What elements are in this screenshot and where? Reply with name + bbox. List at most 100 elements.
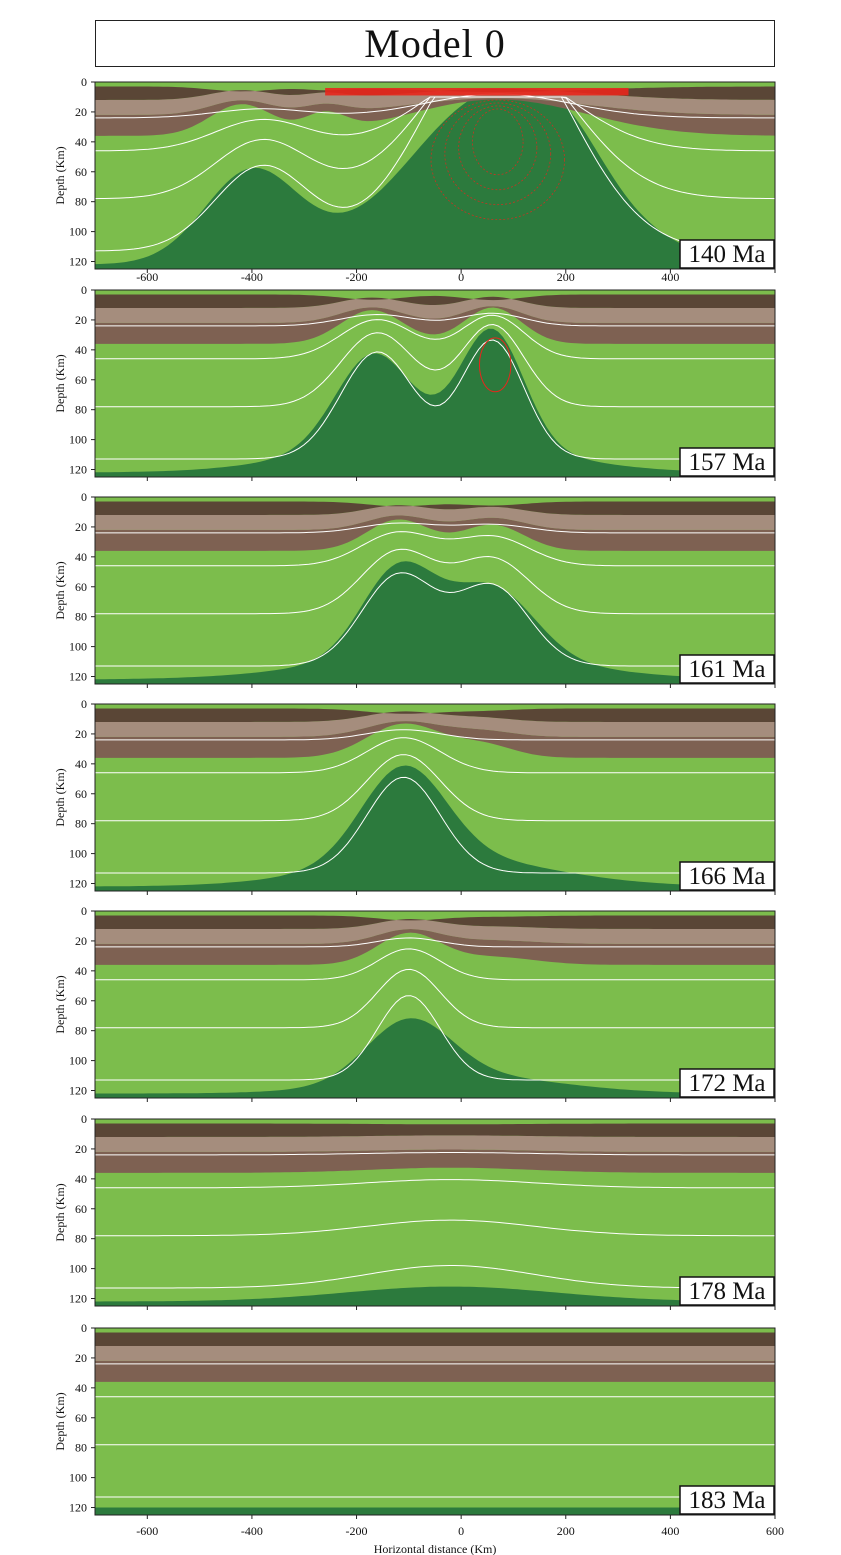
- x-tick-label: 400: [661, 1524, 679, 1538]
- x-tick-label: 200: [557, 1524, 575, 1538]
- y-tick-label: 0: [81, 283, 87, 297]
- isotherm-2: [95, 1179, 775, 1189]
- lower-crust: [95, 919, 775, 944]
- model-panel-6: 0 20 40 60 80 100 120 Depth (Km) 178 Ma: [53, 1112, 776, 1310]
- y-tick-label: 0: [81, 490, 87, 504]
- y-tick-label: 120: [69, 255, 87, 269]
- panel-plot-area: [95, 82, 775, 269]
- y-axis-label: Depth (Km): [53, 146, 67, 204]
- isotherm-4: [95, 995, 775, 1081]
- age-label-box: [679, 1068, 775, 1098]
- isotherm-2: [95, 948, 775, 981]
- isotherm-1: [95, 1152, 775, 1156]
- model-panel-3: 0 20 40 60 80 100 120 Depth (Km) 161 Ma: [53, 490, 776, 688]
- y-tick-label: 120: [69, 1501, 87, 1515]
- y-tick-label: 0: [81, 75, 87, 89]
- y-axis-label: Depth (Km): [53, 354, 67, 412]
- panel-frame: [94, 81, 776, 270]
- isotherm-1: [95, 93, 775, 119]
- age-label: 161 Ma: [688, 656, 765, 683]
- y-tick-label: 20: [75, 934, 87, 948]
- y-tick-label: 120: [69, 670, 87, 684]
- y-axis-label: Depth (Km): [53, 1183, 67, 1241]
- y-tick-label: 0: [81, 1321, 87, 1335]
- y-tick-label: 100: [69, 847, 87, 861]
- asthenosphere: [95, 1018, 775, 1098]
- y-tick-label: 100: [69, 1054, 87, 1068]
- panel-frame: [94, 496, 776, 685]
- lower-crust-base: [95, 1149, 775, 1173]
- y-tick-label: 100: [69, 640, 87, 654]
- upper-crust: [95, 915, 775, 929]
- age-label-box: [679, 1276, 775, 1306]
- lower-crust-base: [95, 1360, 775, 1382]
- y-tick-label: 40: [75, 964, 87, 978]
- y-tick-label: 40: [75, 1172, 87, 1186]
- melt-contour: [430, 99, 565, 221]
- y-tick-label: 20: [75, 1351, 87, 1365]
- y-tick-label: 0: [81, 697, 87, 711]
- asthenosphere: [95, 1507, 775, 1515]
- x-tick-label: -600: [136, 270, 158, 284]
- y-tick-label: 80: [75, 1024, 87, 1038]
- y-tick-label: 40: [75, 550, 87, 564]
- x-axis-label: Horizontal distance (Km): [374, 1542, 497, 1555]
- y-tick-label: 80: [75, 1232, 87, 1246]
- x-tick-label: -400: [241, 1524, 263, 1538]
- y-tick-label: 100: [69, 1471, 87, 1485]
- x-tick-label: -400: [241, 270, 263, 284]
- x-tick-label: 200: [557, 270, 575, 284]
- y-tick-label: 40: [75, 135, 87, 149]
- y-tick-label: 120: [69, 1292, 87, 1306]
- isotherm-2: [95, 314, 775, 360]
- panel-frame: [94, 289, 776, 478]
- lower-crust-base: [95, 929, 775, 965]
- y-tick-label: 0: [81, 904, 87, 918]
- panel-plot-area: [95, 497, 775, 684]
- age-label: 178 Ma: [688, 1278, 765, 1305]
- isotherm-3: [95, 323, 775, 408]
- y-tick-label: 40: [75, 1381, 87, 1395]
- isotherm-4: [95, 339, 775, 460]
- isotherm-4: [95, 572, 775, 667]
- age-label: 183 Ma: [688, 1487, 765, 1514]
- lower-crust-base: [95, 306, 775, 344]
- lower-crust: [95, 505, 775, 530]
- lower-crust: [95, 1135, 775, 1152]
- age-label-box: [679, 239, 775, 269]
- y-tick-label: 120: [69, 877, 87, 891]
- model-panel-5: 0 20 40 60 80 100 120 Depth (Km) 172 Ma: [53, 904, 776, 1102]
- y-tick-label: 60: [75, 1411, 87, 1425]
- figure-title-box: Model 0: [95, 20, 775, 67]
- model-panel-2: 0 20 40 60 80 100 120 Depth (Km) 157 Ma: [53, 283, 776, 481]
- isotherm-2: [95, 737, 775, 774]
- y-tick-label: 20: [75, 105, 87, 119]
- melt-contour: [444, 102, 552, 206]
- y-tick-label: 60: [75, 994, 87, 1008]
- asthenosphere: [95, 328, 775, 477]
- y-tick-label: 40: [75, 757, 87, 771]
- y-tick-label: 100: [69, 433, 87, 447]
- model-panel-1: 0 20 40 60 80 100 120 Depth (Km) -600 -400 -200 0 20…: [53, 75, 776, 284]
- upper-crust: [95, 708, 775, 722]
- asthenosphere: [95, 765, 775, 891]
- figure-title: Model 0: [364, 21, 506, 66]
- y-tick-label: 120: [69, 463, 87, 477]
- asthenosphere: [95, 561, 775, 684]
- y-tick-label: 60: [75, 580, 87, 594]
- y-axis-label: Depth (Km): [53, 1392, 67, 1450]
- panel-plot-area: [95, 1328, 775, 1515]
- x-tick-label: -600: [136, 1524, 158, 1538]
- upper-crust: [95, 294, 775, 308]
- model-panel-7: 0 20 40 60 80 100 120 Depth (Km) -600 -400 -200 0 20…: [53, 1321, 784, 1538]
- model-panel-4: 0 20 40 60 80 100 120 Depth (Km) 166 Ma: [53, 697, 776, 895]
- panel-frame: [94, 1118, 776, 1307]
- y-tick-label: 60: [75, 165, 87, 179]
- panel-frame: [94, 703, 776, 892]
- lower-crust: [95, 1346, 775, 1361]
- isotherm-4: [95, 776, 775, 874]
- isotherm-3: [95, 754, 775, 822]
- asthenosphere: [95, 1286, 775, 1306]
- y-tick-label: 20: [75, 313, 87, 327]
